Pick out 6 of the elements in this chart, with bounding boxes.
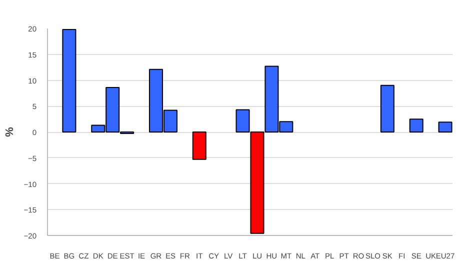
y-axis-title: % xyxy=(4,126,16,137)
bar xyxy=(62,29,76,132)
bar xyxy=(409,118,424,132)
bar xyxy=(192,132,206,160)
bar xyxy=(438,122,452,132)
bar xyxy=(380,84,394,132)
